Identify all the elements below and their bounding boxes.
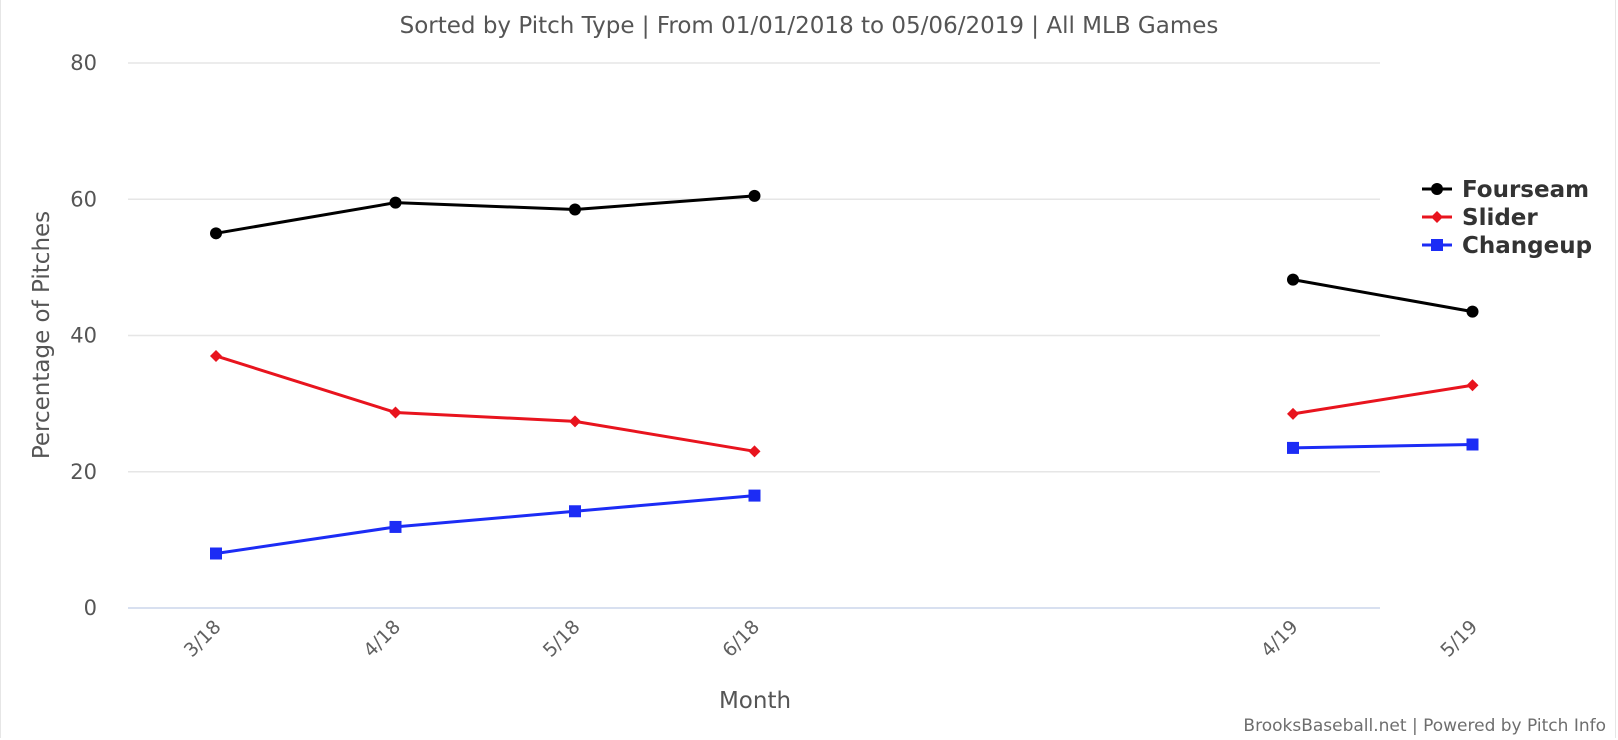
slider-line-segment-1 — [215, 354, 755, 453]
legend-item-changeup: Changeup — [1422, 233, 1592, 259]
fourseam-point — [569, 203, 581, 216]
chart-title: Sorted by Pitch Type | From 01/01/2018 t… — [400, 13, 1219, 39]
fourseam-line-segment-1 — [215, 194, 755, 235]
changeup-point — [389, 520, 402, 533]
y-axis-title: Percentage of Pitches — [29, 211, 55, 459]
x-tick-label: 5/18 — [539, 616, 585, 662]
series-changeup — [210, 438, 1479, 560]
x-tick-label: 5/19 — [1436, 616, 1482, 662]
y-tick-label: 40 — [70, 324, 97, 348]
y-tick-label: 60 — [70, 187, 97, 211]
y-axis-ticks: 0 20 40 60 80 — [70, 51, 97, 620]
y-tick-label: 0 — [84, 596, 97, 620]
y-tick-label: 80 — [70, 51, 97, 75]
changeup-point — [1466, 438, 1479, 451]
fourseam-line-segment-2 — [1292, 278, 1473, 314]
legend-item-fourseam: Fourseam — [1422, 177, 1589, 203]
fourseam-point — [1287, 273, 1299, 286]
series-fourseam — [210, 189, 1479, 318]
slider-point — [210, 349, 222, 362]
legend-marker-slider — [1431, 211, 1443, 223]
slider-point — [389, 406, 402, 419]
series-layer — [210, 189, 1479, 560]
changeup-line-segment-2 — [1292, 443, 1473, 450]
slider-point — [1466, 379, 1479, 392]
fourseam-point — [748, 189, 761, 202]
x-tick-label: 4/19 — [1257, 616, 1303, 662]
fourseam-point — [210, 227, 222, 240]
x-axis-ticks: 3/18 4/18 5/18 6/18 4/19 5/19 — [180, 616, 1482, 662]
changeup-point — [1287, 441, 1299, 454]
x-tick-label: 3/18 — [180, 616, 226, 662]
legend-marker-fourseam — [1431, 183, 1443, 195]
credits: BrooksBaseball.net | Powered by Pitch In… — [1243, 716, 1606, 736]
slider-point — [569, 415, 581, 428]
changeup-point — [569, 505, 581, 518]
legend-item-slider: Slider — [1422, 205, 1538, 231]
gridlines — [128, 62, 1380, 609]
fourseam-point — [1466, 305, 1479, 318]
slider-point — [1287, 407, 1299, 420]
series-slider — [210, 349, 1479, 458]
changeup-point — [210, 547, 222, 560]
x-axis-title: Month — [719, 688, 791, 714]
legend-label-fourseam: Fourseam — [1462, 177, 1589, 203]
legend-label-changeup: Changeup — [1462, 233, 1592, 259]
changeup-line-segment-1 — [215, 494, 755, 555]
x-tick-label: 4/18 — [359, 616, 405, 662]
y-tick-label: 20 — [70, 460, 97, 484]
slider-point — [748, 445, 761, 458]
legend-marker-changeup — [1431, 239, 1443, 251]
slider-line-segment-2 — [1292, 383, 1473, 416]
legend-label-slider: Slider — [1462, 205, 1538, 231]
x-tick-label: 6/18 — [718, 616, 764, 662]
changeup-point — [748, 489, 761, 502]
fourseam-point — [389, 196, 402, 209]
